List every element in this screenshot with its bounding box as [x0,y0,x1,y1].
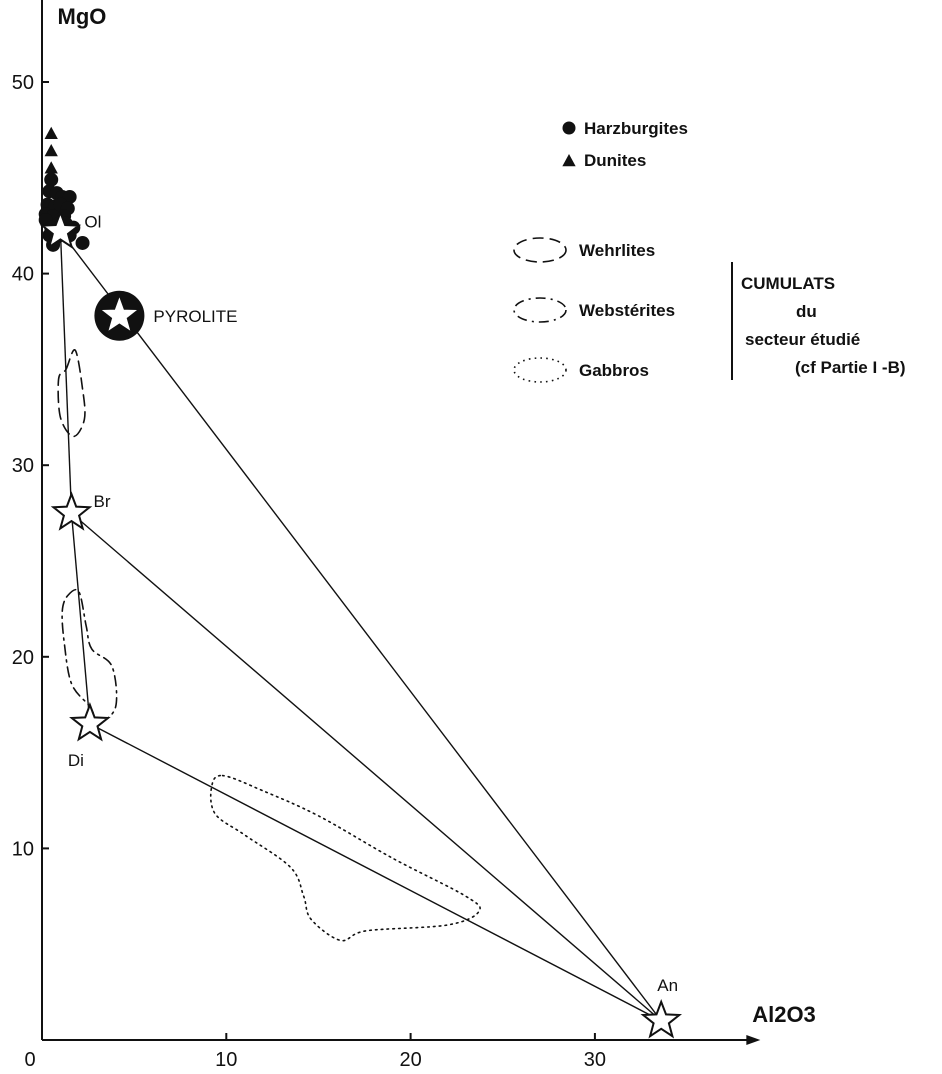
tie-line-ol-br [59,231,73,514]
end-member-ol-star [39,209,82,250]
legend-wehrlites-label: Wehrlites [579,241,655,260]
dunites-point [44,143,58,157]
harzburgites-point [62,189,77,204]
dunites-point [44,126,58,139]
tie-line-br-di [70,513,91,724]
tie-lines [59,231,662,1022]
legend-gabbros-swatch [513,357,567,383]
field-websterites [61,588,118,723]
x-tick-label: 10 [215,1049,237,1071]
dunites-point [44,161,58,174]
end-member-pyrolite-label: PYROLITE [153,307,237,326]
legend-gabbros-label: Gabbros [579,361,649,380]
x-axis-title: Al2O3 [752,1002,816,1027]
legend-wehrlites-swatch [513,237,567,263]
tie-line-br-an [71,512,662,1022]
x-tick-label: 30 [584,1049,606,1071]
harzburgites-point [44,172,59,187]
end-member-di-label: Di [68,751,84,770]
y-tick-label: 50 [12,72,34,94]
tie-line-di-an [89,723,662,1022]
legend-dunites-label: Dunites [584,151,646,170]
end-member-an-label: An [657,976,678,995]
y-axis-title: MgO [58,4,107,29]
legend-group-label: CUMULATS [741,274,835,293]
y-tick-label: 40 [12,264,34,286]
end-member-di-star [69,702,111,742]
y-tick-label: 20 [12,647,34,669]
legend-dunites-marker [562,154,576,167]
legend-websterites-label: Webstérites [579,301,675,320]
legend-harzburgites-marker [562,121,576,135]
legend-harzburgites-label: Harzburgites [584,119,688,138]
axes: 0 10 20 30 10 20 30 40 50 Al2O3 MgO [12,0,816,1071]
x-axis-arrow [746,1035,761,1045]
x-tick-label: 0 [24,1049,35,1071]
field-gabbros [209,774,481,942]
legend-group-label: du [796,302,817,321]
end-members: Ol PYROLITE Br Di An [39,209,683,1039]
tie-line-ol-an [59,231,662,1022]
legend-group-label: (cf Partie I -B) [795,358,906,377]
field-outlines [57,349,481,942]
end-member-br-star [50,491,93,531]
y-tick-label: 10 [12,838,34,860]
legend-group-label: secteur étudié [745,330,860,349]
end-member-an-star [640,998,683,1039]
end-member-ol-label: Ol [84,212,101,231]
end-member-br-label: Br [93,492,110,511]
legend-websterites-swatch [513,297,567,323]
harzburgites-point [75,235,90,250]
field-wehrlites [57,349,86,438]
legend: Harzburgites Dunites Wehrlites Webstérites G… [513,119,906,383]
y-tick-label: 30 [12,455,34,477]
x-tick-label: 20 [399,1049,421,1071]
pyrolite-star [101,297,137,331]
